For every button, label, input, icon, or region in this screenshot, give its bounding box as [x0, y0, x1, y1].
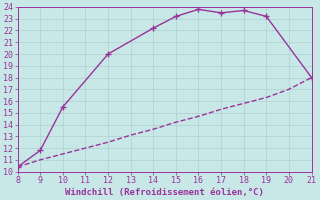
X-axis label: Windchill (Refroidissement éolien,°C): Windchill (Refroidissement éolien,°C) [65, 188, 264, 197]
